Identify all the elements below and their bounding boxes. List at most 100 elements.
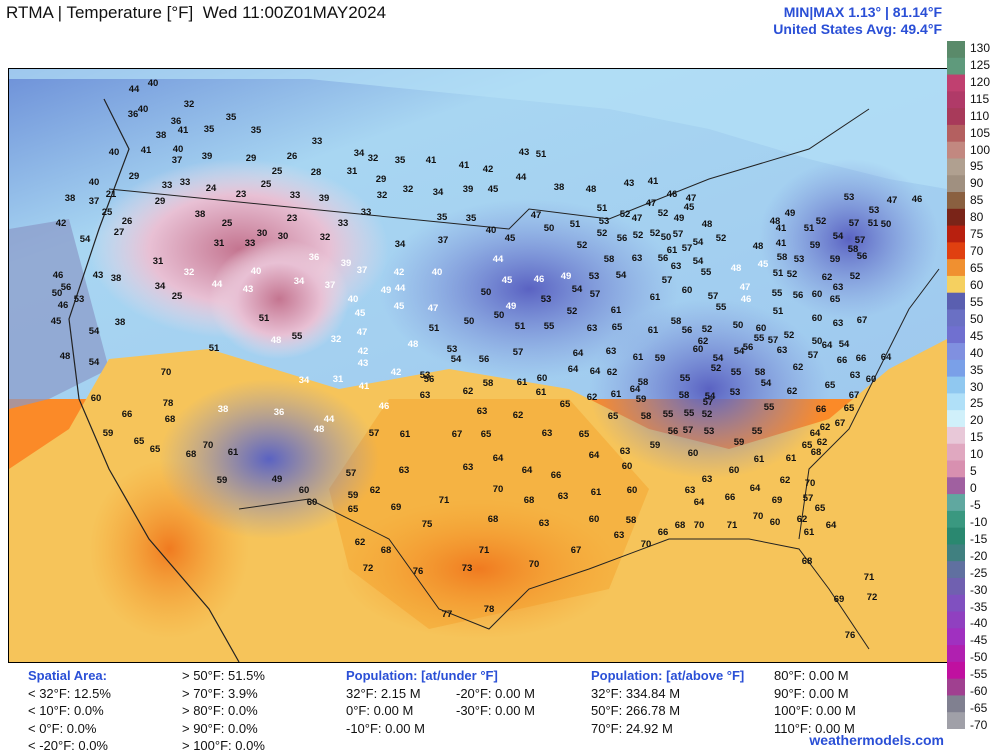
temperature-label: 64 <box>881 352 892 363</box>
temperature-label: 70 <box>203 440 214 451</box>
site-footer[interactable]: weathermodels.com <box>809 732 944 748</box>
temperature-label: 59 <box>810 240 821 251</box>
temperature-label: 57 <box>808 350 819 361</box>
temperature-label: 60 <box>307 497 318 508</box>
colorbar-swatch <box>947 309 965 327</box>
temperature-label: 59 <box>650 440 661 451</box>
temperature-label: 78 <box>163 398 174 409</box>
temperature-label: 25 <box>102 207 113 218</box>
temperature-label: 63 <box>606 346 617 357</box>
temperature-label: 27 <box>114 227 125 238</box>
temperature-label: 36 <box>309 252 320 263</box>
temperature-label: 71 <box>727 520 738 531</box>
temperature-label: 54 <box>761 378 772 389</box>
temperature-label: 67 <box>571 545 582 556</box>
temperature-label: 61 <box>648 325 659 336</box>
colorbar-swatch <box>947 158 965 176</box>
us-average-text: United States Avg: 49.4°F <box>773 21 942 37</box>
temperature-label: 54 <box>734 346 745 357</box>
temperature-label: 64 <box>750 483 761 494</box>
temperature-label: 62 <box>463 386 474 397</box>
temperature-label: 75 <box>422 519 433 530</box>
temperature-label: 52 <box>597 228 608 239</box>
population-under-stats: Population: [at/under °F] 32°F: 2.15 M 0… <box>346 667 498 737</box>
temperature-label: 54 <box>89 326 100 337</box>
temperature-label: 60 <box>688 448 699 459</box>
temperature-label: 51 <box>773 306 784 317</box>
temperature-label: 55 <box>680 373 691 384</box>
min-max-summary: MIN|MAX 1.13° | 81.14°F United States Av… <box>773 4 942 38</box>
temperature-label: 55 <box>754 333 765 344</box>
temperature-label: 31 <box>153 256 164 267</box>
temperature-label: 38 <box>115 317 126 328</box>
temperature-label: 57 <box>673 229 684 240</box>
rockies-cool-zone <box>159 379 379 539</box>
colorbar-swatch <box>947 259 965 277</box>
temperature-label: 25 <box>172 291 183 302</box>
population-stat: 70°F: 24.92 M <box>591 720 673 736</box>
colorbar-swatch <box>947 108 965 126</box>
temperature-label: 54 <box>80 234 91 245</box>
temperature-label: 49 <box>381 285 392 296</box>
temperature-label: 64 <box>630 384 641 395</box>
temperature-label: 60 <box>589 514 600 525</box>
temperature-label: 46 <box>667 189 678 200</box>
temperature-label: 26 <box>287 151 298 162</box>
temperature-label: 63 <box>614 530 625 541</box>
temperature-label: 64 <box>568 364 579 375</box>
temperature-label: 60 <box>812 289 823 300</box>
temperature-label: 61 <box>754 454 765 465</box>
temperature-label: 42 <box>358 346 369 357</box>
colorbar-swatch <box>947 695 965 713</box>
temperature-label: 65 <box>150 444 161 455</box>
temperature-label: 56 <box>479 354 490 365</box>
temperature-label: 25 <box>261 179 272 190</box>
temperature-label: 63 <box>558 491 569 502</box>
temperature-label: 70 <box>161 367 172 378</box>
colorbar-swatch <box>947 292 965 310</box>
temperature-label: 58 <box>626 515 637 526</box>
appalachian-cool-zone <box>589 299 829 479</box>
population-above-right: 80°F: 0.00 M 90°F: 0.00 M 100°F: 0.00 M … <box>774 667 856 737</box>
temperature-label: 50 <box>733 320 744 331</box>
temperature-label: 52 <box>702 409 713 420</box>
temperature-label: 44 <box>516 172 527 183</box>
temperature-label: 51 <box>597 203 608 214</box>
temperature-label: 28 <box>311 167 322 178</box>
temperature-label: 53 <box>794 254 805 265</box>
temperature-label: 51 <box>515 321 526 332</box>
colorbar-tick-label: 55 <box>970 294 984 309</box>
temperature-label: 60 <box>91 393 102 404</box>
temperature-label: 63 <box>542 428 553 439</box>
temperature-label: 33 <box>245 238 256 249</box>
temperature-label: 58 <box>604 254 615 265</box>
temperature-label: 59 <box>103 428 114 439</box>
temperature-label: 62 <box>513 410 524 421</box>
temperature-label: 52 <box>567 306 578 317</box>
temperature-label: 45 <box>684 202 695 213</box>
population-stat: 110°F: 0.00 M <box>774 720 855 736</box>
temperature-label: 64 <box>590 366 601 377</box>
temperature-label: 46 <box>741 294 752 305</box>
map-title: RTMA | Temperature [°F] Wed 11:00Z01MAY2… <box>6 3 387 22</box>
temperature-label: 47 <box>646 198 657 209</box>
temperature-label: 57 <box>590 289 601 300</box>
temperature-label: 37 <box>438 235 449 246</box>
colorbar-swatch <box>947 393 965 411</box>
temperature-label: 54 <box>705 391 716 402</box>
spatial-stat: < 0°F: 0.0% <box>28 720 97 736</box>
colorbar-tick-label: -55 <box>970 667 988 682</box>
colorbar-tick-label: -10 <box>970 514 988 529</box>
colorbar-swatch <box>947 376 965 394</box>
colorbar <box>947 41 965 730</box>
temperature-label: 44 <box>212 279 223 290</box>
temperature-label: 56 <box>668 426 679 437</box>
temperature-label: 66 <box>725 492 736 503</box>
temperature-label: 31 <box>333 374 344 385</box>
temperature-label: 52 <box>620 209 631 220</box>
temperature-label: 68 <box>675 520 686 531</box>
temperature-label: 23 <box>236 189 247 200</box>
temperature-label: 55 <box>752 426 763 437</box>
temperature-label: 51 <box>804 223 815 234</box>
temperature-label: 52 <box>850 271 861 282</box>
